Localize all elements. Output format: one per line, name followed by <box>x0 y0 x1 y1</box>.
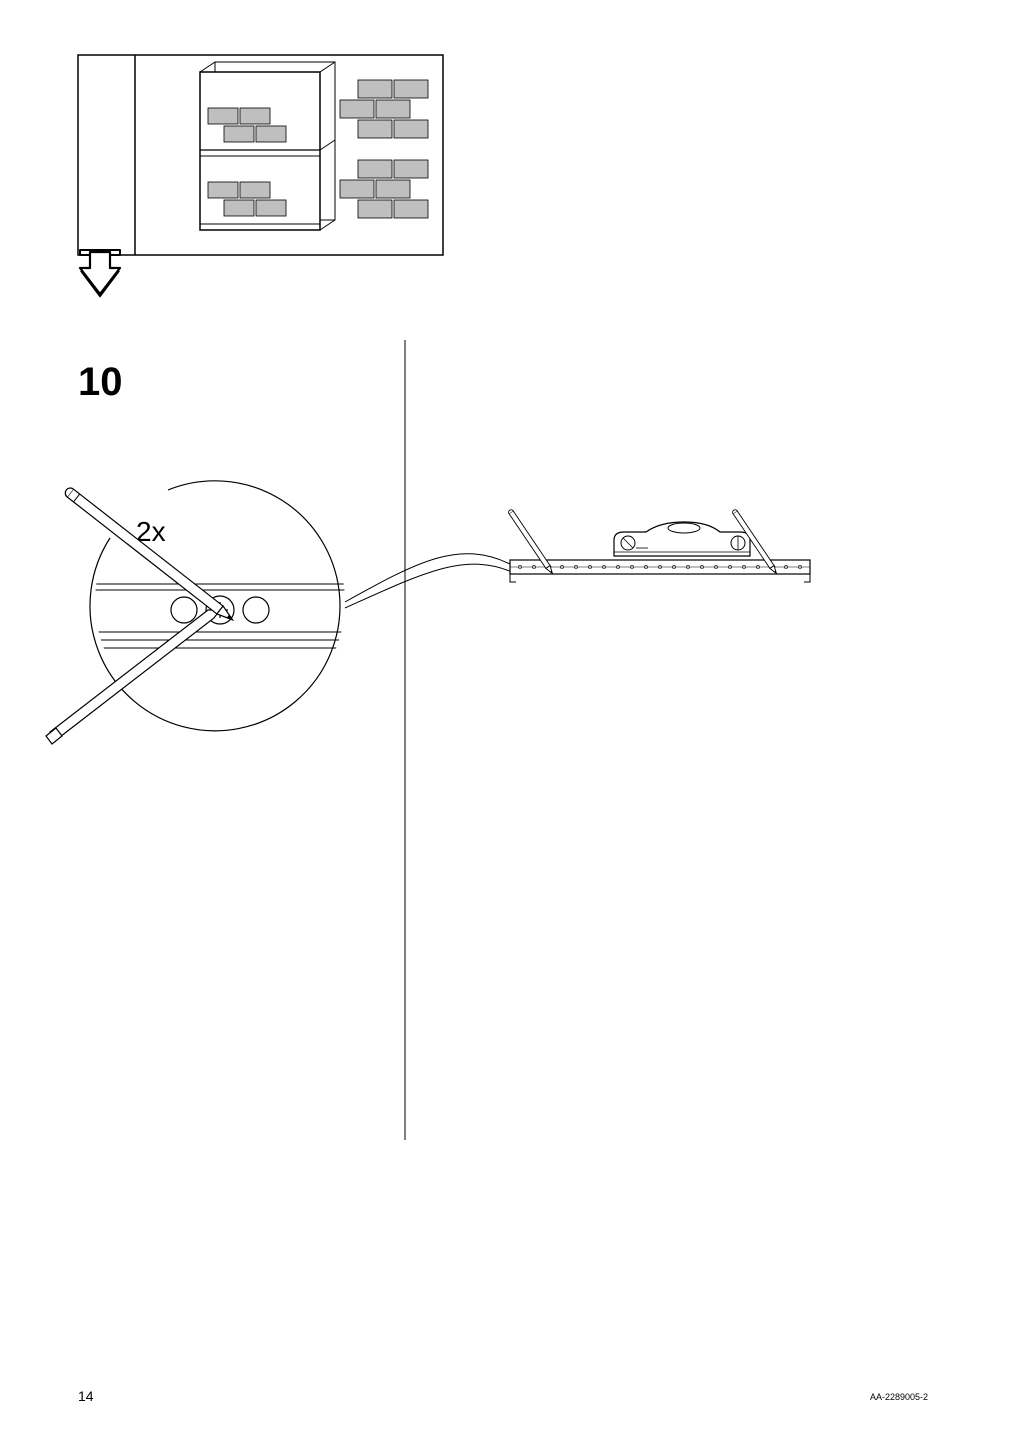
pencil-icon <box>63 486 235 624</box>
pencil-icon <box>46 610 220 744</box>
right-detail <box>345 509 810 608</box>
suspension-rail <box>510 560 810 582</box>
spirit-level-icon <box>614 522 750 556</box>
bricks-right-bottom <box>340 160 428 218</box>
diagram-svg <box>0 0 1012 1432</box>
hole-right <box>243 597 269 623</box>
header-panel <box>78 55 443 296</box>
bricks-right-top <box>340 80 428 138</box>
swoosh-line-2 <box>345 564 512 608</box>
down-arrow-icon <box>80 252 120 294</box>
swoosh-line <box>345 554 510 602</box>
left-detail <box>46 481 345 744</box>
hole-left <box>171 597 197 623</box>
instruction-page: 10 2x 14 AA-2289005-2 <box>0 0 1012 1432</box>
